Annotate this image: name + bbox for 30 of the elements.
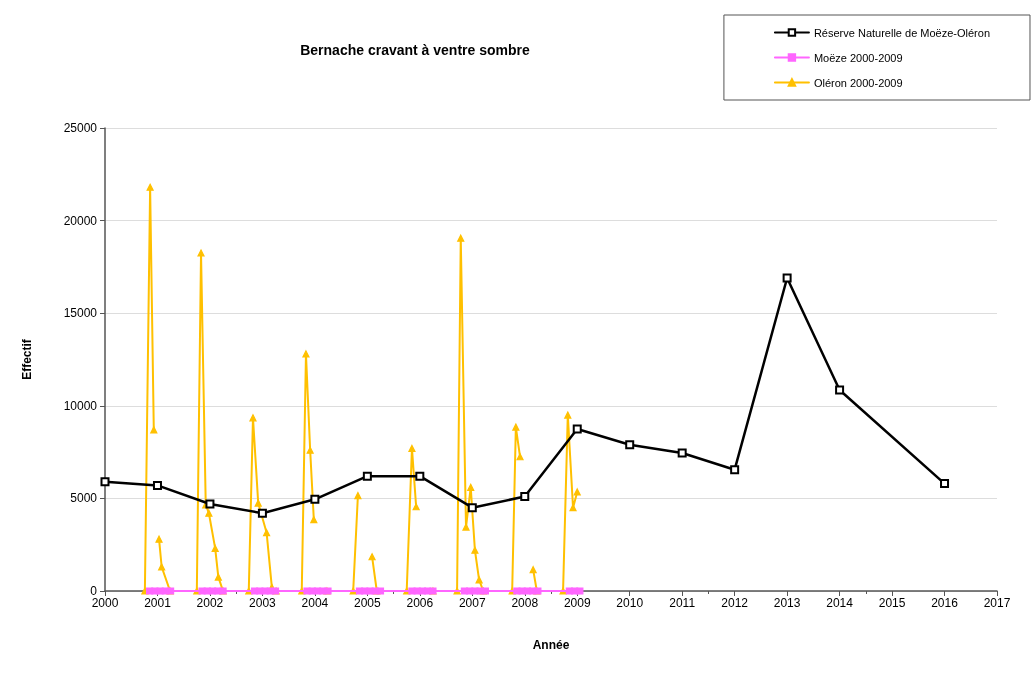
x-tick-label: 2017 — [983, 596, 1011, 610]
y-tick-label: 15000 — [63, 306, 98, 321]
legend-label: Moëze 2000-2009 — [813, 51, 903, 64]
x-tick-label: 2011 — [669, 596, 696, 610]
x-tick-label: 2006 — [406, 596, 434, 610]
y-tick-label: 10000 — [63, 398, 98, 413]
x-tick-label: 2004 — [301, 596, 329, 610]
x-tick-label: 2010 — [616, 596, 644, 610]
legend-label: Oléron 2000-2009 — [813, 76, 903, 89]
x-tick-label: 2008 — [511, 596, 539, 610]
x-tick-label: 2005 — [354, 596, 382, 610]
chart-title: Bernache cravant à ventre sombre — [300, 42, 530, 58]
y-tick-label: 5000 — [70, 491, 98, 506]
y-tick-label: 20000 — [63, 213, 98, 228]
x-tick-label: 2007 — [458, 596, 486, 610]
y-axis-title: Effectif — [20, 338, 34, 380]
x-tick-label: 2014 — [826, 596, 854, 610]
x-axis-title: Année — [532, 638, 570, 652]
x-tick-label: 2012 — [721, 596, 749, 610]
y-tick-label: 0 — [90, 584, 98, 598]
x-tick-label: 2015 — [878, 596, 906, 610]
x-tick-label: 2013 — [773, 596, 801, 610]
legend-label: Réserve Naturelle de Moëze-Oléron — [813, 26, 991, 39]
y-tick-label: 25000 — [63, 121, 98, 135]
x-tick-label: 2003 — [249, 596, 277, 610]
x-tick-label: 2000 — [91, 596, 119, 610]
x-tick-label: 2002 — [196, 596, 224, 610]
x-tick-label: 2016 — [931, 596, 959, 610]
x-tick-label: 2001 — [144, 596, 172, 610]
x-tick-label: 2009 — [563, 596, 591, 610]
